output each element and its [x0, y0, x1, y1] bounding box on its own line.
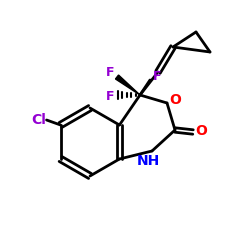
Text: O: O: [169, 93, 181, 107]
Text: NH: NH: [136, 154, 160, 168]
Text: O: O: [195, 124, 207, 138]
Polygon shape: [116, 75, 140, 95]
Text: Cl: Cl: [31, 113, 46, 127]
Text: F: F: [106, 90, 114, 104]
Text: F: F: [153, 70, 161, 84]
Text: F: F: [106, 66, 114, 78]
